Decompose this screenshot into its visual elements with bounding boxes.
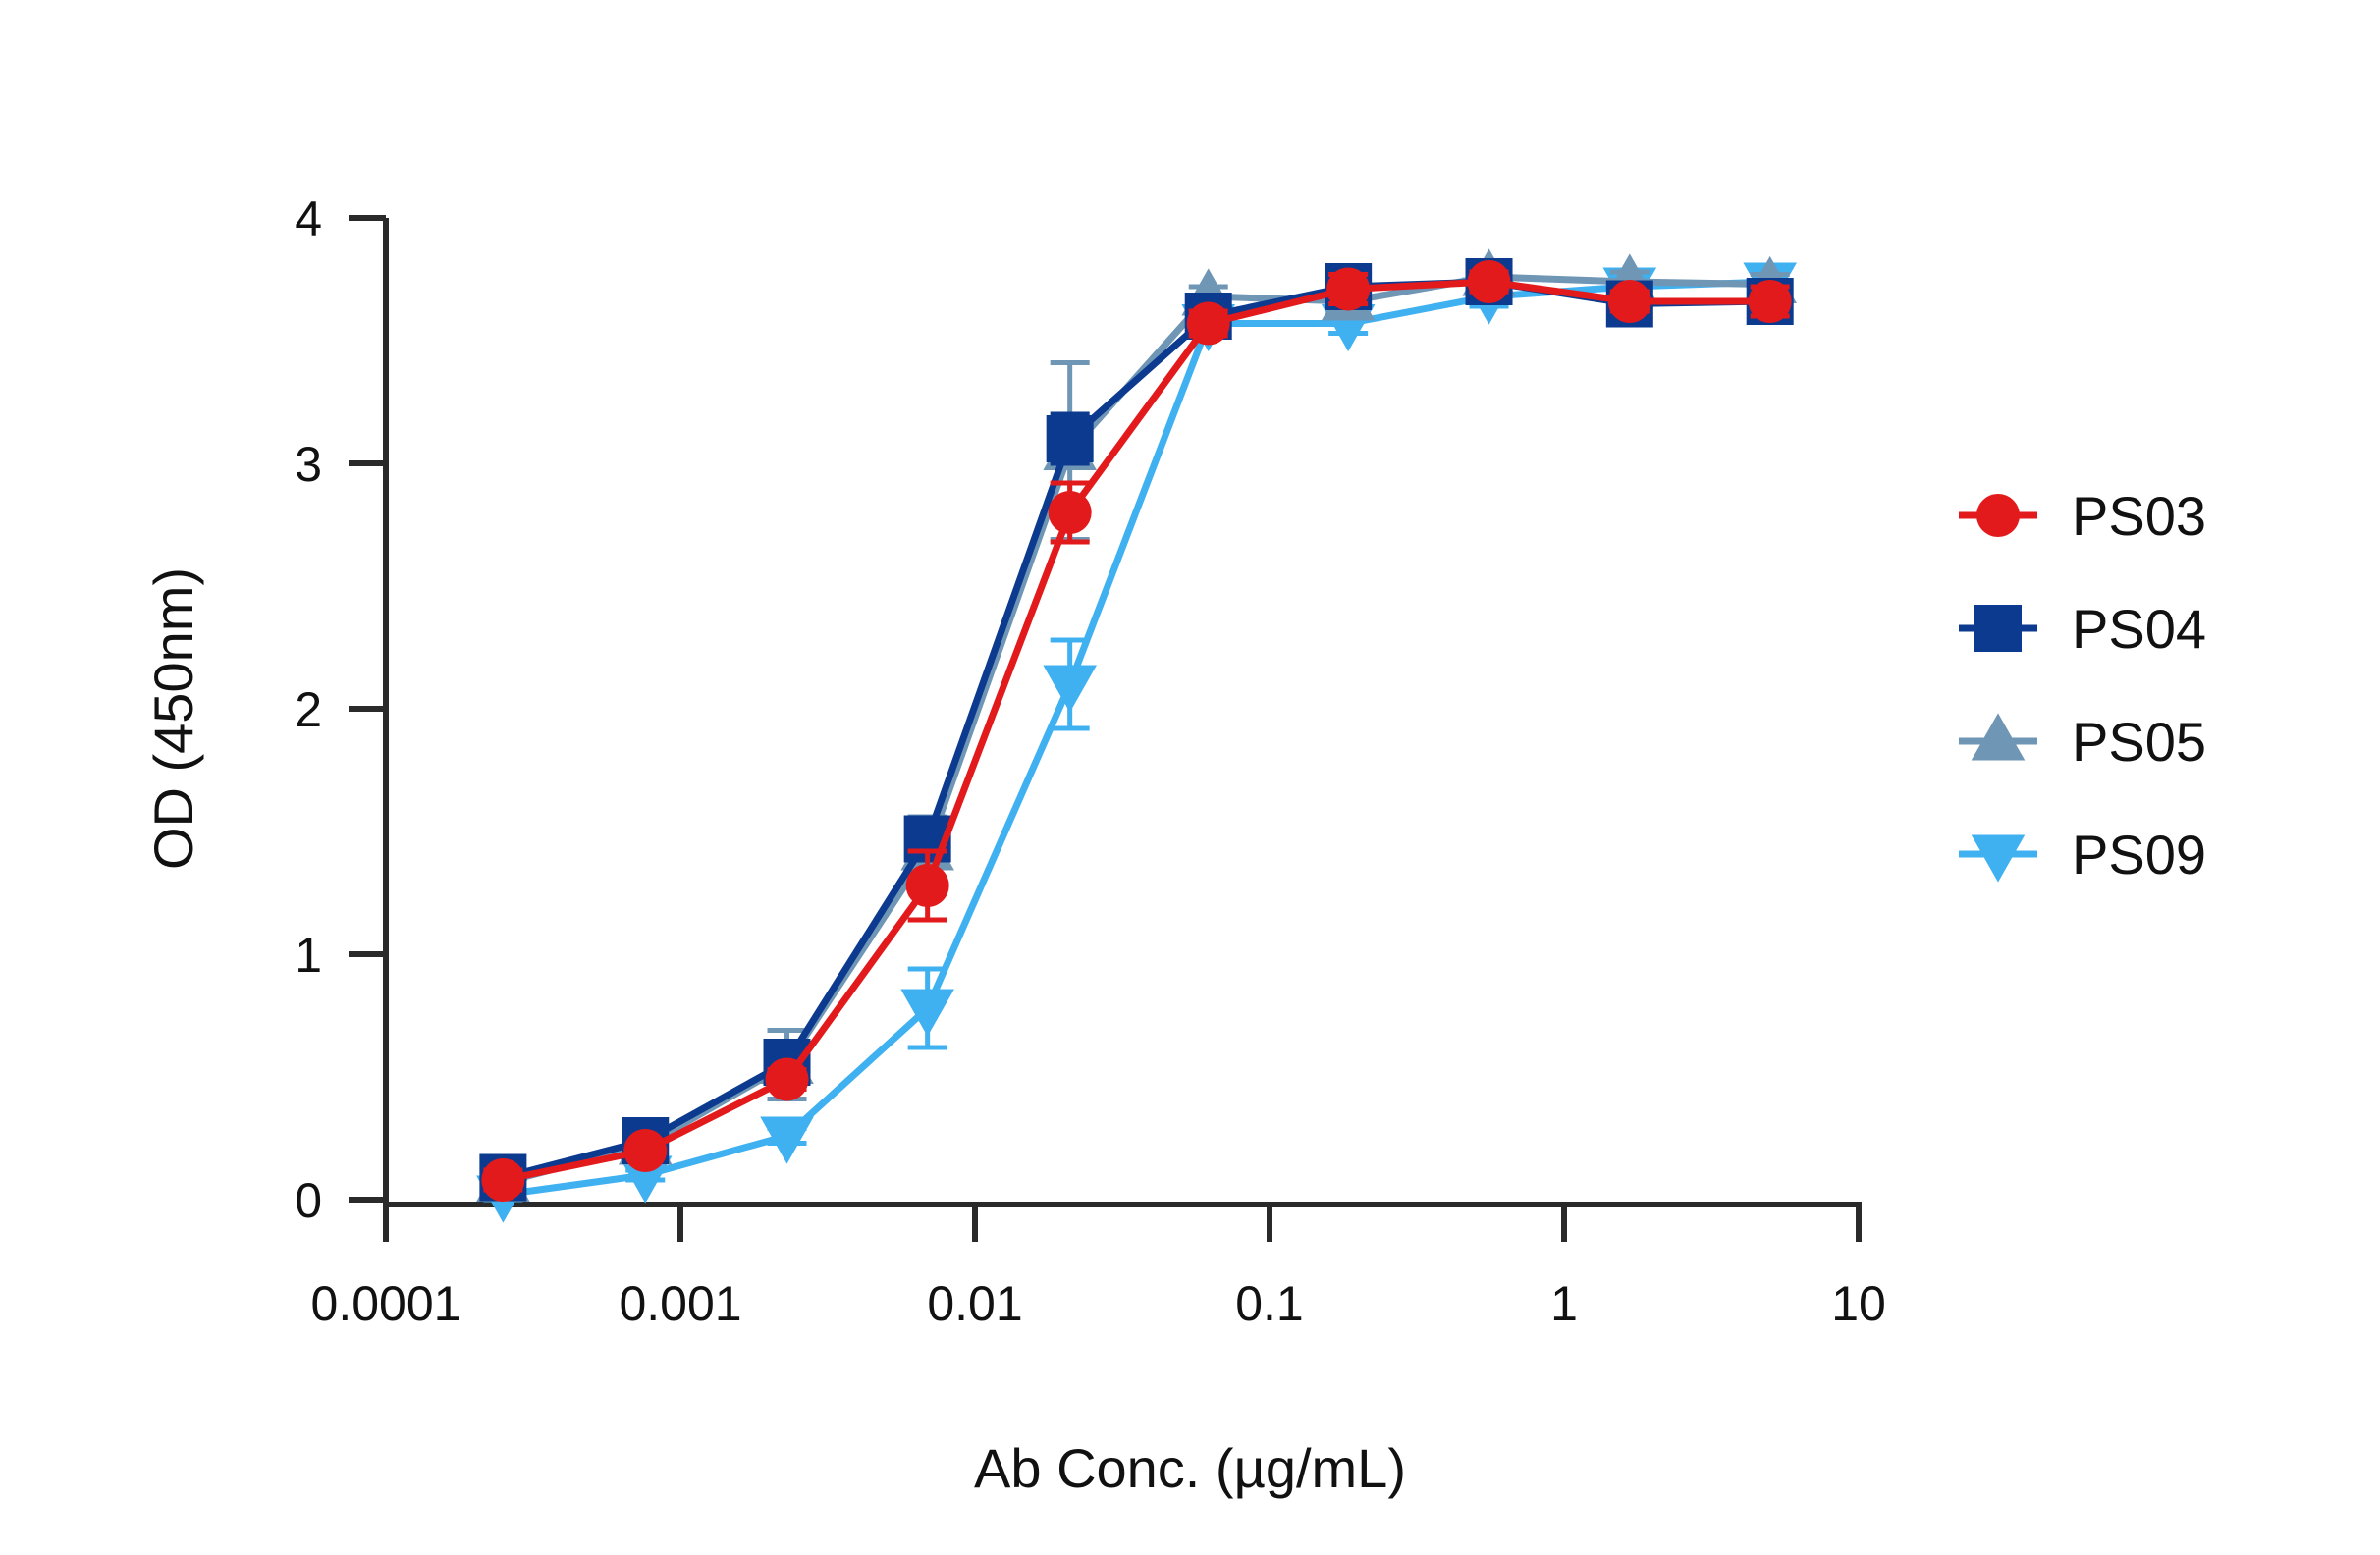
y-tick-label: 0: [295, 1173, 322, 1228]
legend: PS03 PS04 PS05 PS09: [1959, 485, 2206, 885]
y-tick-label: 4: [295, 191, 322, 246]
data-point: [760, 1116, 814, 1164]
data-point: [1046, 415, 1094, 462]
series-ps09: [476, 262, 1797, 1223]
legend-label: PS03: [2072, 485, 2206, 547]
x-tick-label: 0.001: [619, 1276, 741, 1331]
legend-item-ps04: PS04: [1959, 598, 2206, 660]
legend-label: PS04: [2072, 598, 2206, 660]
legend-item-ps03: PS03: [1959, 485, 2206, 547]
legend-label: PS05: [2072, 711, 2206, 773]
y-axis-label: OD (450nm): [142, 567, 204, 870]
data-point: [1326, 267, 1371, 311]
data-point: [900, 989, 954, 1037]
x-tick-label: 1: [1550, 1276, 1578, 1331]
data-point: [623, 1129, 668, 1172]
data-point: [481, 1158, 525, 1202]
x-axis-label: Ab Conc. (µg/mL): [974, 1437, 1406, 1499]
x-tick-label: 0.0001: [311, 1276, 461, 1331]
series-line-ps03: [502, 278, 1770, 1184]
series-ps03: [481, 260, 1792, 1202]
data-point: [905, 864, 949, 907]
x-tick-label: 0.1: [1235, 1276, 1304, 1331]
legend-swatch-marker: [1976, 494, 2020, 537]
axes: 0 1 2 3 4 0.0001 0.001 0.01 0.1 1 10: [295, 191, 1886, 1331]
series-ps04: [479, 258, 1794, 1202]
data-point: [1748, 280, 1792, 323]
plot-area: [476, 248, 1797, 1223]
legend-label: PS09: [2072, 824, 2206, 885]
data-point: [1048, 491, 1092, 534]
y-tick-label: 2: [295, 682, 322, 737]
legend-swatch-marker: [1971, 713, 2026, 761]
data-point: [765, 1057, 809, 1101]
series-line-ps05: [502, 273, 1770, 1186]
data-point: [1467, 260, 1511, 303]
x-tick-label: 10: [1831, 1276, 1886, 1331]
legend-item-ps05: PS05: [1959, 711, 2206, 773]
data-point: [1186, 301, 1230, 346]
data-point: [1607, 280, 1651, 323]
y-tick-label: 3: [295, 437, 322, 492]
x-tick-label: 0.01: [927, 1276, 1022, 1331]
data-point: [618, 1155, 673, 1204]
series-ps05: [476, 248, 1797, 1202]
legend-swatch-marker: [1974, 605, 2022, 652]
y-tick-label: 1: [295, 928, 322, 983]
legend-swatch-marker: [1971, 834, 2026, 883]
data-point: [1043, 665, 1097, 713]
legend-item-ps09: PS09: [1959, 824, 2206, 885]
